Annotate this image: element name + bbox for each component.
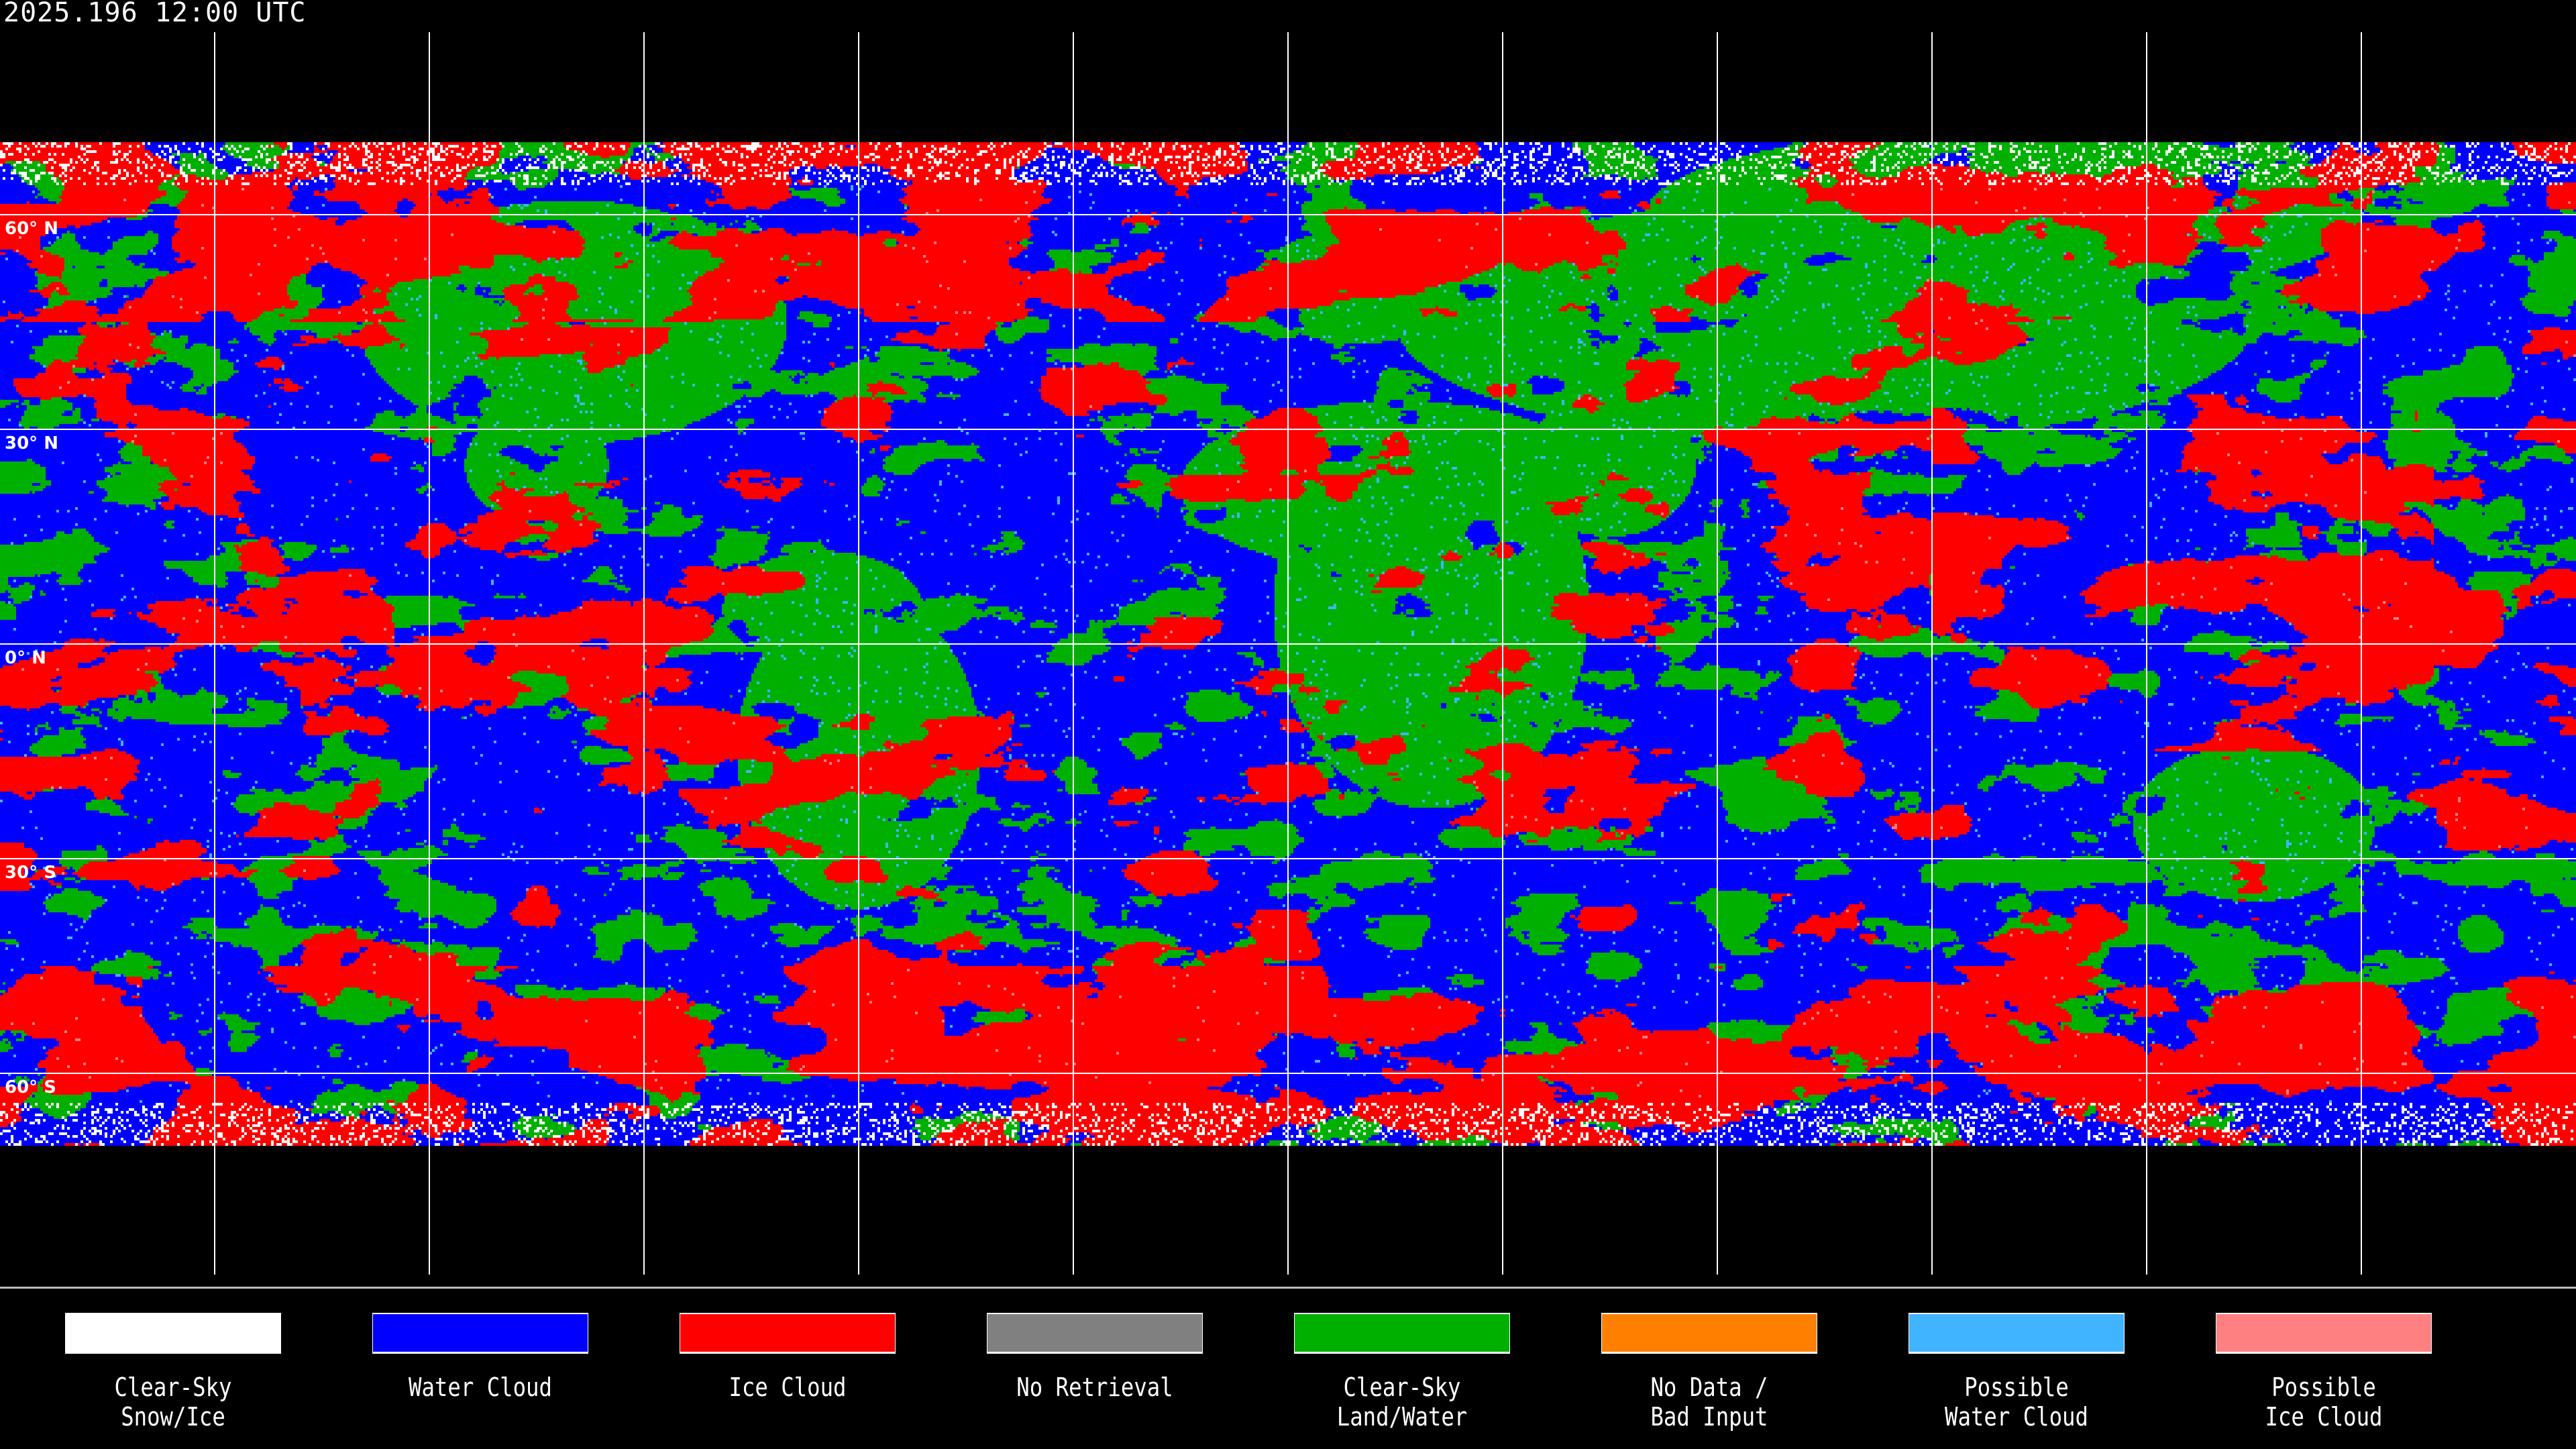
legend-item: Clear-Sky Snow/Ice (64, 1313, 282, 1432)
legend-swatch (680, 1313, 896, 1354)
lat-label-30s: 30° S (5, 863, 56, 883)
legend-label-line2: Ice Cloud (2265, 1402, 2383, 1432)
legend-label-line2: Snow/Ice (121, 1402, 225, 1432)
legend-swatch (65, 1313, 281, 1354)
legend-label: Ice Cloud (695, 1373, 879, 1402)
legend-swatch (372, 1313, 588, 1354)
legend-item: Water Cloud (372, 1313, 589, 1402)
legend-swatch (1601, 1313, 1817, 1354)
legend-label: Clear-Sky Land/Water (1309, 1373, 1494, 1432)
timestamp-title: 2025.196 12:00 UTC (3, 0, 307, 28)
legend-swatch (987, 1313, 1203, 1354)
cloud-phase-map: 2025.196 12:00 UTC 60° N 30° N 0° N 30° … (0, 0, 2576, 1289)
legend-swatch (2216, 1313, 2432, 1354)
legend-label: Clear-Sky Snow/Ice (80, 1373, 265, 1432)
legend-item: Possible Water Cloud (1908, 1313, 2125, 1432)
legend-item: Ice Cloud (679, 1313, 896, 1402)
legend-item: Possible Ice Cloud (2215, 1313, 2432, 1432)
lat-label-30n: 30° N (5, 433, 58, 453)
legend-label: Possible Ice Cloud (2231, 1373, 2416, 1432)
legend-label-line1: Possible (1964, 1373, 2069, 1402)
legend-item: No Data / Bad Input (1601, 1313, 1818, 1432)
legend-label-line1: Possible (2271, 1373, 2376, 1402)
legend-label-line1: No Retrieval (1016, 1373, 1173, 1402)
legend-label-line1: Clear-Sky (1343, 1373, 1461, 1402)
legend-item: Clear-Sky Land/Water (1293, 1313, 1511, 1432)
legend-swatch (1909, 1313, 2125, 1354)
legend-swatch (1294, 1313, 1510, 1354)
legend-label-line1: No Data / (1650, 1373, 1768, 1402)
legend-label: No Data / Bad Input (1617, 1373, 1801, 1432)
legend-label: Possible Water Cloud (1924, 1373, 2108, 1432)
legend-label: Water Cloud (388, 1373, 572, 1402)
lat-lon-grid (0, 32, 2576, 1275)
legend-label-line1: Ice Cloud (729, 1373, 847, 1402)
lat-label-60n: 60° N (5, 219, 58, 239)
legend-label-line2: Land/Water (1336, 1402, 1468, 1432)
lat-label-0n: 0° N (5, 648, 46, 668)
legend-label-line2: Bad Input (1650, 1402, 1768, 1432)
legend-label-line2: Water Cloud (1945, 1402, 2088, 1432)
legend-label-line1: Water Cloud (409, 1373, 552, 1402)
legend-label-line1: Clear-Sky (114, 1373, 232, 1402)
legend-label: No Retrieval (1002, 1373, 1187, 1402)
legend-item: No Retrieval (986, 1313, 1203, 1402)
lat-label-60s: 60° S (5, 1077, 56, 1097)
